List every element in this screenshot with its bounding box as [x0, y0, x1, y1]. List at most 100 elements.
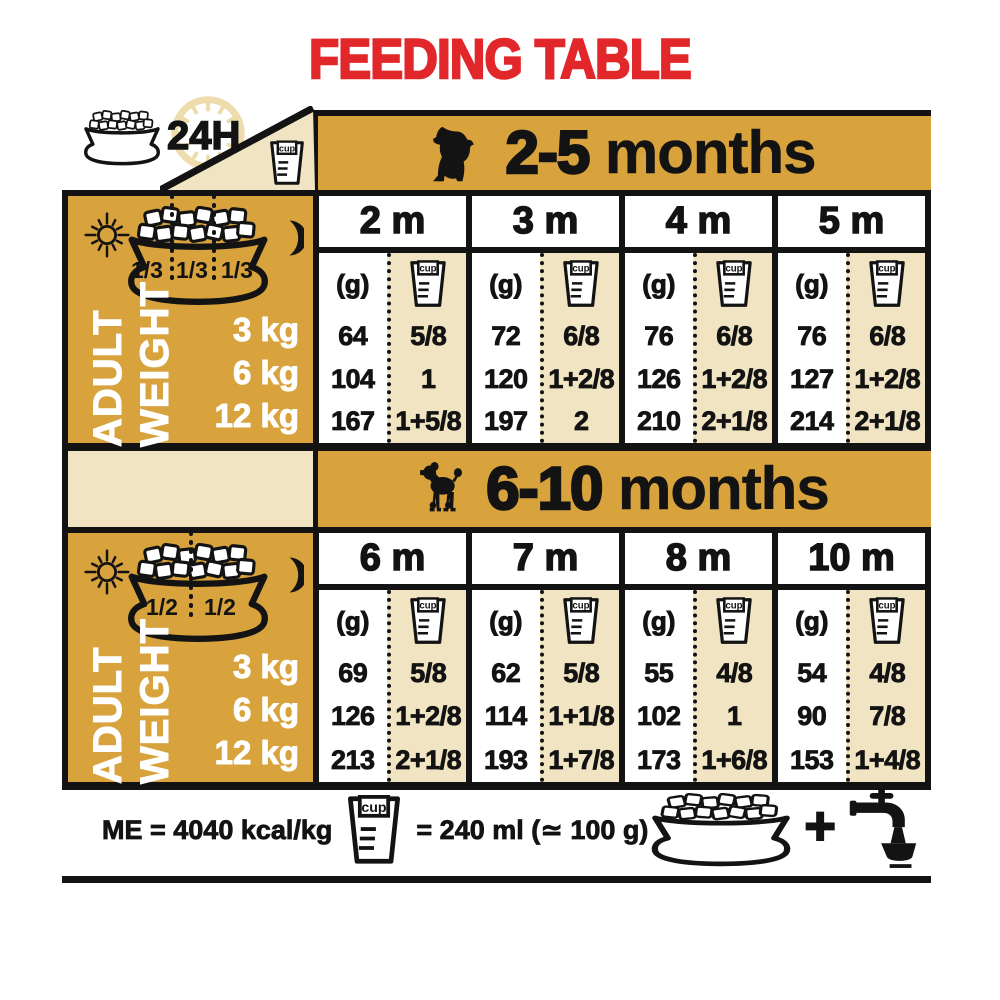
grams-value: 214	[790, 406, 835, 437]
month-header: 3 m	[472, 196, 619, 253]
cups-value: 1+7/8	[548, 744, 615, 775]
cups-value: 2+1/8	[395, 744, 462, 775]
grams-value: 114	[484, 701, 527, 732]
portion-divider-lines	[170, 196, 216, 286]
page-title-wrap: FEEDING TABLE	[0, 27, 1000, 90]
weight-row-label: 3 kg	[232, 648, 299, 685]
cups-subcolumn: 4/8 7/8 1+4/8	[845, 590, 925, 782]
age-range-title: 6-10 months	[485, 454, 830, 523]
grams-value: 76	[797, 320, 827, 351]
puppy-sitting-icon	[433, 124, 479, 184]
cups-value: 5/8	[410, 658, 447, 689]
adult-weight-label: ADULT WEIGHT	[86, 281, 178, 448]
portion-fraction: 1/3	[176, 257, 208, 283]
age-banner-6-10-months: 6-10 months	[313, 451, 931, 527]
moon-icon	[289, 557, 304, 593]
grams-unit-label: (g)	[489, 268, 523, 299]
cups-value: 5/8	[410, 320, 447, 351]
portion-fraction: 1/2	[204, 594, 236, 620]
adult-weight-panel: 1/2 1/2 ADULT WEIGHT 3 kg 6 kg 12 kg	[62, 527, 313, 790]
weight-row-label: 6 kg	[232, 354, 299, 391]
day-portion-diagram: 1/3 1/3 1/3	[84, 196, 304, 314]
grams-unit-label: (g)	[642, 268, 676, 299]
month-column-8m: 8 m (g) 55 102 173 4/8 1 1+6/8	[619, 527, 772, 790]
cup-icon	[714, 597, 754, 645]
cups-value: 4/8	[869, 658, 906, 689]
month-header: 7 m	[472, 533, 619, 590]
grams-value: 210	[637, 406, 682, 437]
feeding-table-6-10-months: 1/2 1/2 ADULT WEIGHT 3 kg 6 kg 12 kg 6 m…	[62, 527, 931, 790]
month-column-2m: 2 m (g) 64 104 167 5/8 1 1+5/8	[313, 190, 466, 451]
grams-value: 173	[637, 744, 682, 775]
cup-equivalence-label: = 240 ml (≃ 100 g)	[416, 814, 649, 845]
grams-value: 64	[338, 320, 368, 351]
cups-value: 1+5/8	[395, 406, 462, 437]
sun-icon	[84, 549, 130, 595]
month-column-3m: 3 m (g) 72 120 197 6/8 1+2/8 2	[466, 190, 619, 451]
grams-subcolumn: (g) 69 126 213	[319, 590, 387, 782]
grams-subcolumn: (g) 55 102 173	[625, 590, 693, 782]
page-title: FEEDING TABLE	[308, 27, 693, 90]
month-header: 4 m	[625, 196, 772, 253]
grams-subcolumn: (g) 64 104 167	[319, 253, 387, 443]
weight-row-label: 6 kg	[232, 691, 299, 728]
daily-bowl-icon	[82, 110, 162, 166]
cups-value: 2+1/8	[854, 406, 921, 437]
feeding-table-2-5-months: 1/3 1/3 1/3 ADULT WEIGHT 3 kg 6 kg 12 kg…	[62, 190, 931, 451]
cup-icon	[714, 260, 754, 308]
grams-value: 197	[484, 406, 529, 437]
grams-unit-label: (g)	[642, 605, 676, 636]
age-range-numbers: 6-10	[485, 454, 605, 523]
grams-value: 62	[491, 658, 521, 689]
cups-value: 1+2/8	[701, 363, 768, 394]
grams-value: 69	[338, 658, 368, 689]
cup-icon	[561, 260, 601, 308]
cup-icon	[867, 260, 907, 308]
portion-fraction: 1/3	[221, 257, 253, 283]
cup-icon	[344, 795, 404, 865]
metabolizable-energy-label: ME = 4040 kcal/kg	[102, 814, 333, 845]
month-column-4m: 4 m (g) 76 126 210 6/8 1+2/8 2+1/8	[619, 190, 772, 451]
cups-subcolumn: 6/8 1+2/8 2+1/8	[692, 253, 772, 443]
cups-value: 1+4/8	[854, 744, 921, 775]
cup-icon	[561, 597, 601, 645]
cups-value: 1	[421, 363, 437, 394]
sun-icon	[84, 212, 130, 258]
month-header: 5 m	[778, 196, 925, 253]
adult-weight-label: ADULT WEIGHT	[86, 618, 178, 785]
cups-subcolumn: 6/8 1+2/8 2	[539, 253, 619, 443]
grams-subcolumn: (g) 76 126 210	[625, 253, 693, 443]
grams-unit-label: (g)	[795, 605, 829, 636]
grams-value: 126	[637, 363, 682, 394]
month-header: 2 m	[319, 196, 466, 253]
day-portion-diagram: 1/2 1/2	[84, 533, 304, 651]
cups-value: 1+6/8	[701, 744, 768, 775]
grams-value: 213	[331, 744, 376, 775]
duration-24h-label: 24H	[166, 113, 241, 159]
grams-value: 167	[331, 406, 376, 437]
grams-value: 193	[484, 744, 529, 775]
age-range-unit: months	[618, 455, 830, 522]
grams-subcolumn: (g) 54 90 153	[778, 590, 846, 782]
grams-subcolumn: (g) 76 127 214	[778, 253, 846, 443]
adult-weight-panel: 1/3 1/3 1/3 ADULT WEIGHT 3 kg 6 kg 12 kg	[62, 190, 313, 451]
grams-value: 102	[637, 701, 682, 732]
age-banner-2-5-months: 2-5 months	[313, 110, 931, 190]
cups-value: 2+1/8	[701, 406, 768, 437]
cups-subcolumn: 5/8 1+2/8 2+1/8	[386, 590, 466, 782]
age-banner-6-10-months-band: 6-10 months	[62, 451, 931, 527]
food-bowl-icon	[648, 793, 794, 867]
water-tap-icon	[846, 788, 920, 872]
grams-value: 104	[331, 363, 376, 394]
moon-icon	[289, 220, 304, 256]
grams-value: 127	[790, 363, 835, 394]
cups-value: 6/8	[716, 320, 753, 351]
grams-value: 90	[797, 701, 827, 732]
grams-value: 126	[331, 701, 376, 732]
cup-icon	[408, 597, 448, 645]
grams-value: 153	[790, 744, 835, 775]
plus-sign: +	[803, 796, 837, 856]
cups-value: 5/8	[563, 658, 600, 689]
cup-icon	[408, 260, 448, 308]
